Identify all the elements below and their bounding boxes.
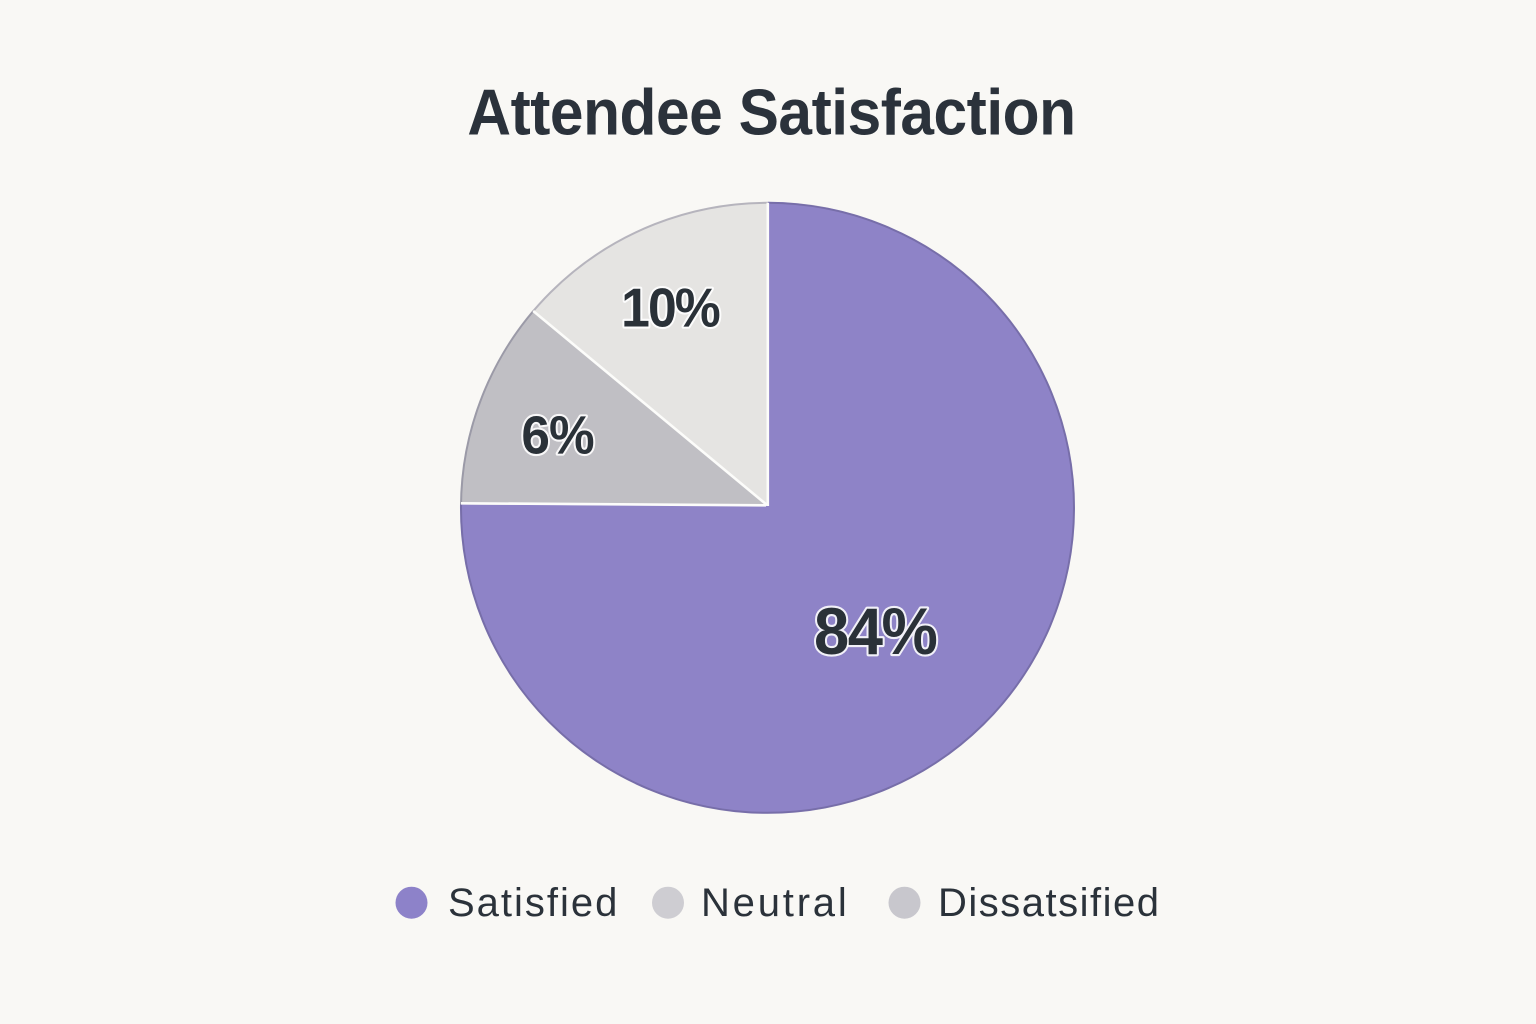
- svg-text:Neutral: Neutral: [701, 881, 850, 925]
- svg-text:10%: 10%: [621, 278, 720, 339]
- svg-text:Satisfied: Satisfied: [448, 881, 619, 925]
- svg-text:Attendee Satisfaction: Attendee Satisfaction: [467, 77, 1075, 149]
- svg-text:84%: 84%: [814, 594, 936, 668]
- svg-text:6%: 6%: [521, 405, 593, 465]
- svg-text:Dissatsified: Dissatsified: [938, 881, 1161, 925]
